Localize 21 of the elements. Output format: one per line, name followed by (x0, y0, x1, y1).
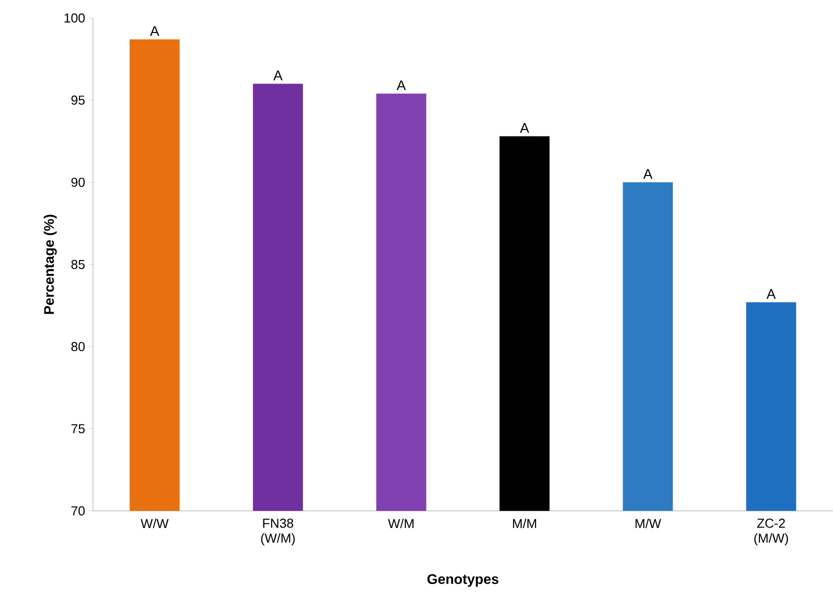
x-tick-label: ZC-2 (M/W) (754, 518, 788, 546)
y-tick-label: 70 (71, 506, 85, 516)
y-tick-label: 80 (71, 342, 85, 352)
x-tick-label: M/M (513, 518, 536, 528)
annotation: A (643, 169, 652, 179)
y-tick-label: 90 (71, 178, 85, 187)
annotation: A (520, 123, 530, 133)
y-tick-label: 100 (64, 13, 85, 23)
y-axis-title: Percentage (%) (44, 214, 57, 314)
y-tick-label: 95 (71, 96, 85, 105)
annotation: A (396, 80, 406, 90)
x-tick-label: W/M (388, 518, 414, 528)
y-tick-label: 75 (71, 424, 85, 434)
x-tick-label: M/W (636, 518, 662, 528)
x-tick-label: W/W (140, 518, 169, 528)
y-tick-label: 85 (71, 260, 85, 270)
x-axis-title: Genotypes (427, 574, 498, 587)
annotation: A (150, 26, 160, 36)
annotation: A (766, 289, 776, 299)
annotation: A (273, 70, 283, 80)
x-tick-label: FN38 (W/M) (261, 518, 295, 546)
